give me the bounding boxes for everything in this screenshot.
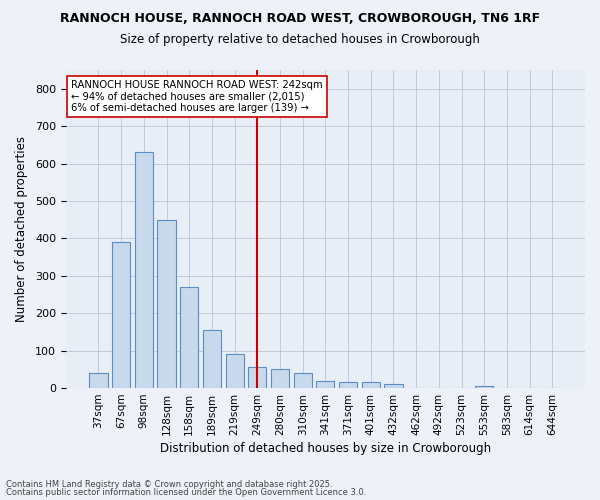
Bar	[271, 370, 289, 388]
Bar	[203, 330, 221, 388]
Bar	[157, 220, 176, 388]
Bar	[316, 380, 334, 388]
Bar	[89, 373, 107, 388]
X-axis label: Distribution of detached houses by size in Crowborough: Distribution of detached houses by size …	[160, 442, 491, 455]
Bar	[293, 373, 312, 388]
Bar	[180, 287, 199, 388]
Bar	[112, 242, 130, 388]
Bar	[135, 152, 153, 388]
Bar	[226, 354, 244, 388]
Text: Size of property relative to detached houses in Crowborough: Size of property relative to detached ho…	[120, 32, 480, 46]
Bar	[362, 382, 380, 388]
Bar	[248, 368, 266, 388]
Bar	[339, 382, 357, 388]
Text: Contains public sector information licensed under the Open Government Licence 3.: Contains public sector information licen…	[6, 488, 367, 497]
Bar	[475, 386, 493, 388]
Text: Contains HM Land Registry data © Crown copyright and database right 2025.: Contains HM Land Registry data © Crown c…	[6, 480, 332, 489]
Y-axis label: Number of detached properties: Number of detached properties	[15, 136, 28, 322]
Text: RANNOCH HOUSE, RANNOCH ROAD WEST, CROWBOROUGH, TN6 1RF: RANNOCH HOUSE, RANNOCH ROAD WEST, CROWBO…	[60, 12, 540, 26]
Text: RANNOCH HOUSE RANNOCH ROAD WEST: 242sqm
← 94% of detached houses are smaller (2,: RANNOCH HOUSE RANNOCH ROAD WEST: 242sqm …	[71, 80, 323, 112]
Bar	[385, 384, 403, 388]
